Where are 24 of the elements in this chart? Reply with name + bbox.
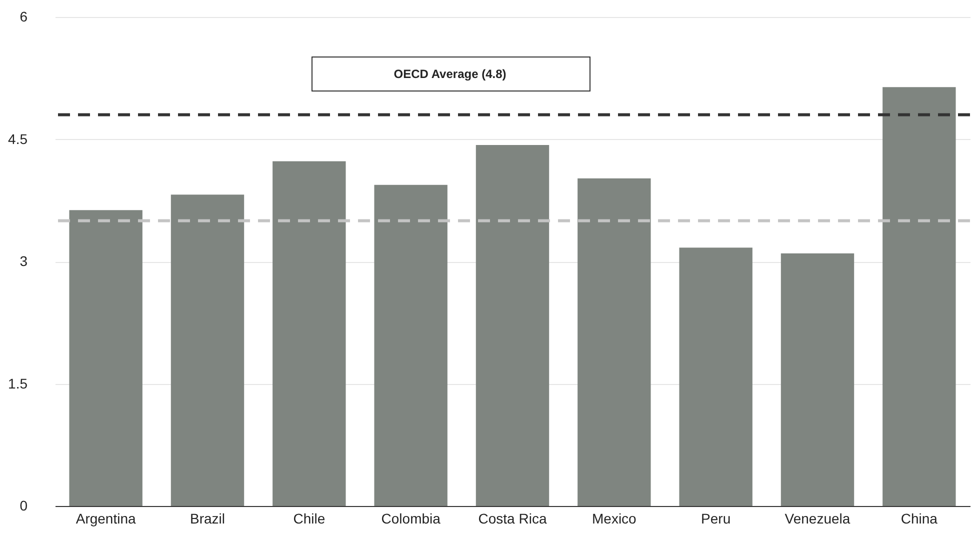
bar [374, 184, 448, 506]
y-tick-label: 1.5 [8, 375, 28, 392]
bar [780, 253, 854, 506]
bar [882, 87, 956, 506]
x-tick-label: China [900, 510, 938, 526]
x-tick-label: Argentina [76, 510, 136, 526]
y-tick-label: 0 [20, 498, 28, 514]
bar [170, 194, 244, 506]
ref-line-label: OECD Average (4.8) [394, 67, 506, 81]
bar [476, 144, 550, 506]
bar [679, 248, 752, 506]
x-tick-label: Costa Rica [478, 510, 547, 526]
bar [69, 210, 142, 506]
y-tick-label: 4.5 [8, 130, 28, 147]
x-tick-label: Brazil [190, 510, 226, 526]
bar [272, 161, 346, 506]
y-tick-label: 6 [20, 8, 28, 24]
x-tick-label: Mexico [592, 510, 637, 526]
x-tick-label: Colombia [381, 510, 441, 526]
y-tick-label: 3 [20, 253, 28, 269]
x-tick-label: Chile [293, 510, 326, 526]
x-tick-label: Peru [701, 510, 731, 526]
x-tick-label: Venezuela [784, 510, 850, 526]
bar [578, 178, 651, 506]
